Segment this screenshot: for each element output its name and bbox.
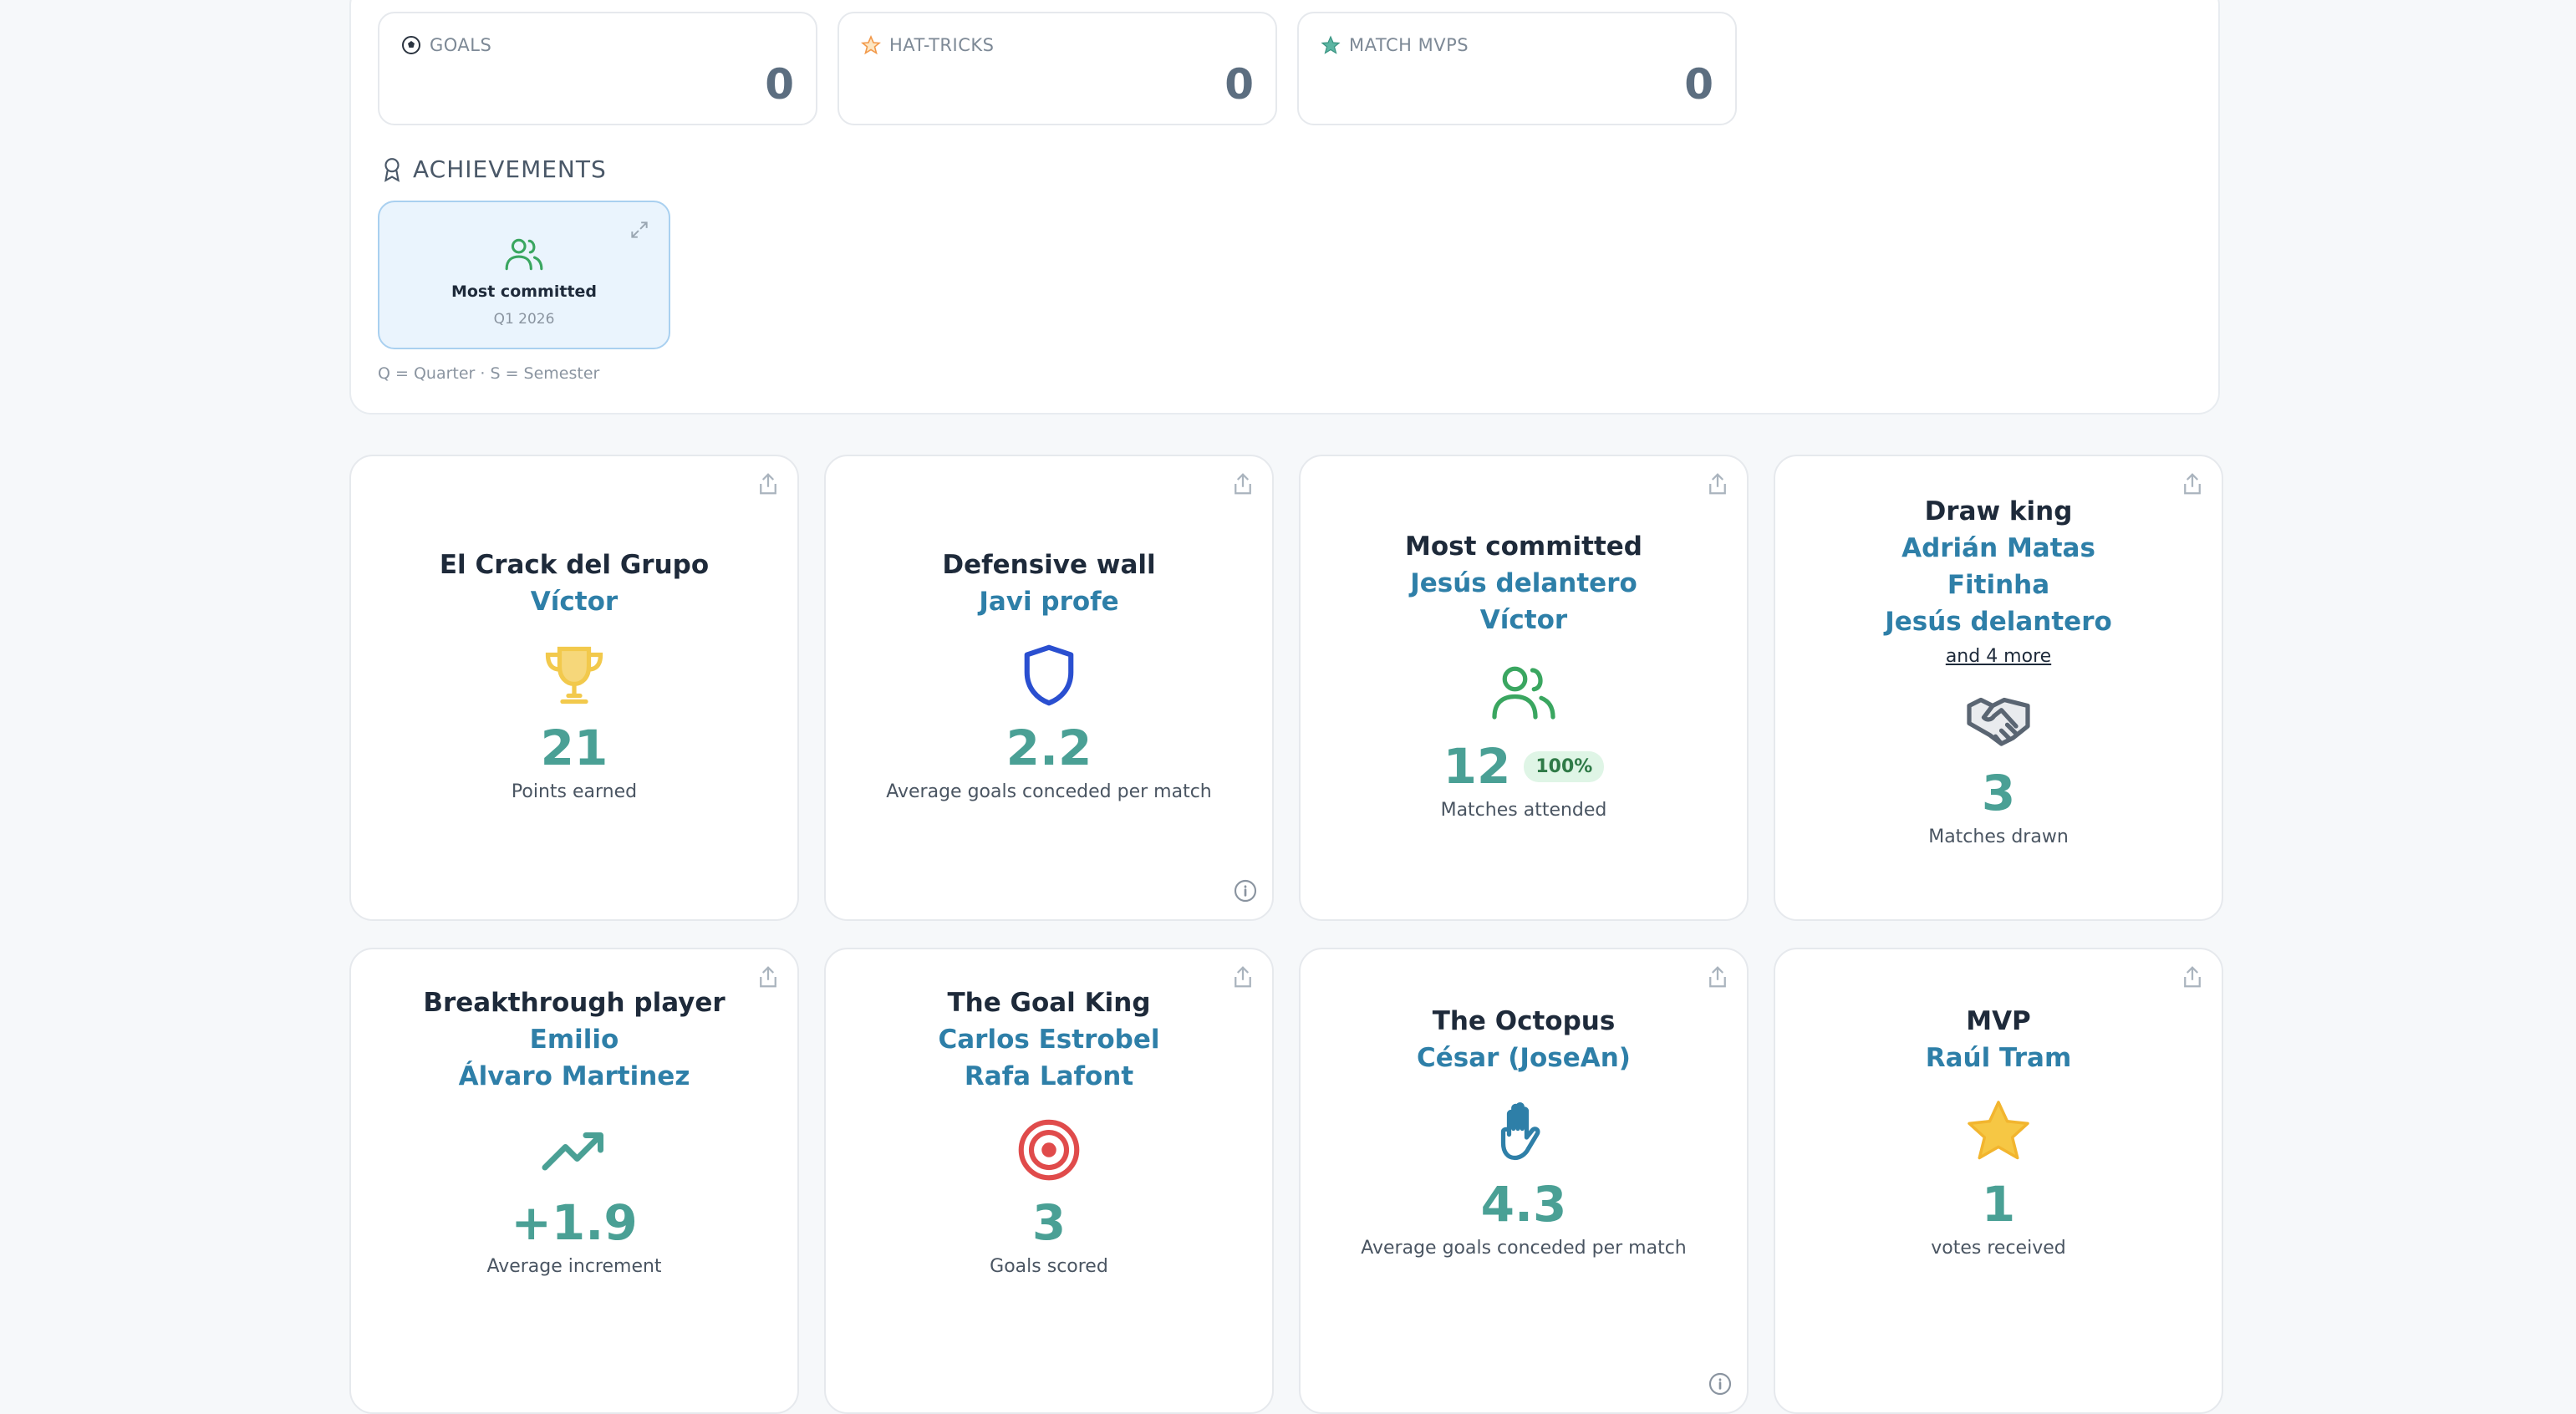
award-title: El Crack del Grupo (439, 550, 710, 580)
achievements-title: ACHIEVEMENTS (413, 155, 607, 183)
stat-card-goals: GOALS 0 (378, 12, 817, 125)
award-winner[interactable]: Jesús delantero (1885, 607, 2112, 637)
share-icon[interactable] (1705, 471, 1730, 496)
award-card-octopus: The Octopus César (JoseAn) 4.3 Average g… (1299, 948, 1749, 1414)
award-value: 1 (1981, 1176, 2016, 1233)
award-card-draw-king: Draw king Adrián Matas Fitinha Jesús del… (1774, 455, 2223, 921)
stat-card-hat-tricks: HAT-TRICKS 0 (837, 12, 1277, 125)
trophy-icon (545, 646, 603, 704)
award-caption: Average goals conceded per match (1361, 1238, 1687, 1259)
handshake-icon (1967, 697, 2030, 746)
award-winner[interactable]: Víctor (1479, 605, 1568, 635)
share-icon[interactable] (756, 964, 781, 989)
award-caption: votes received (1931, 1238, 2066, 1259)
award-value: 3 (1031, 1194, 1067, 1251)
award-card-goal-king: The Goal King Carlos Estrobel Rafa Lafon… (824, 948, 1274, 1414)
achievement-name: Most committed (451, 282, 598, 301)
award-caption: Goals scored (990, 1256, 1108, 1277)
achievements-heading: ACHIEVEMENTS (381, 155, 607, 183)
award-card-breakthrough: Breakthrough player Emilio Álvaro Martin… (349, 948, 799, 1414)
award-title: The Octopus (1432, 1006, 1616, 1036)
hand-icon (1500, 1102, 1540, 1161)
award-card-el-crack: El Crack del Grupo Víctor 21 Points earn… (349, 455, 799, 921)
expand-icon[interactable] (629, 219, 650, 241)
award-caption: Average goals conceded per match (886, 781, 1212, 802)
award-value: 21 (540, 720, 608, 776)
award-caption: Average increment (486, 1256, 662, 1277)
share-icon[interactable] (1230, 471, 1255, 496)
stat-label: GOALS (430, 35, 492, 55)
star-filled-icon (1321, 35, 1341, 54)
share-icon[interactable] (1230, 964, 1255, 989)
stat-label: HAT-TRICKS (889, 35, 995, 55)
people-icon (1492, 666, 1555, 720)
award-winner[interactable]: Jesús delantero (1410, 568, 1637, 598)
award-winner[interactable]: Álvaro Martinez (458, 1061, 690, 1091)
stat-value: 0 (1224, 60, 1254, 109)
award-winner[interactable]: Javi profe (979, 587, 1119, 617)
info-icon[interactable] (1707, 1371, 1733, 1397)
award-winner[interactable]: Raúl Tram (1925, 1043, 2072, 1073)
people-icon (505, 238, 543, 271)
award-card-defensive-wall: Defensive wall Javi profe 2.2 Average go… (824, 455, 1274, 921)
stat-value: 0 (1684, 60, 1713, 109)
award-title: Draw king (1924, 496, 2073, 526)
award-winner[interactable]: Carlos Estrobel (938, 1025, 1160, 1055)
award-value: +1.9 (511, 1194, 638, 1251)
achievement-period: Q1 2026 (493, 311, 555, 328)
stat-value: 0 (765, 60, 794, 109)
share-icon[interactable] (2180, 964, 2205, 989)
award-caption: Matches attended (1440, 800, 1607, 821)
attendance-badge: 100% (1524, 750, 1605, 782)
award-title: MVP (1966, 1006, 2031, 1036)
share-icon[interactable] (756, 471, 781, 496)
share-icon[interactable] (1705, 964, 1730, 989)
award-value: 12 (1443, 738, 1511, 795)
share-icon[interactable] (2180, 471, 2205, 496)
award-winner[interactable]: Adrián Matas (1901, 533, 2095, 563)
award-card-mvp: MVP Raúl Tram 1 votes received (1774, 948, 2223, 1414)
period-legend: Q = Quarter · S = Semester (378, 364, 600, 383)
shield-icon (1024, 644, 1074, 706)
award-winner[interactable]: Víctor (530, 587, 619, 617)
award-title: Breakthrough player (423, 988, 725, 1018)
award-title: The Goal King (947, 988, 1151, 1018)
award-value: 2.2 (1005, 720, 1092, 776)
star-icon (1968, 1101, 2029, 1160)
award-winner[interactable]: Emilio (529, 1025, 619, 1055)
award-title: Most committed (1405, 532, 1642, 562)
award-value: 3 (1981, 765, 2016, 821)
award-caption: Matches drawn (1928, 827, 2069, 847)
star-outline-icon (861, 35, 881, 55)
award-winner[interactable]: César (JoseAn) (1417, 1043, 1631, 1073)
award-card-most-committed: Most committed Jesús delantero Víctor 12… (1299, 455, 1749, 921)
award-value: 4.3 (1480, 1176, 1567, 1233)
stat-label: MATCH MVPS (1349, 35, 1469, 55)
award-winner[interactable]: Fitinha (1947, 570, 2050, 600)
award-caption: Points earned (511, 781, 638, 802)
medal-icon (384, 157, 400, 182)
award-winner[interactable]: Rafa Lafont (964, 1061, 1134, 1091)
achievement-card-most-committed[interactable]: Most committed Q1 2026 (378, 201, 670, 349)
trending-up-icon (542, 1132, 603, 1171)
target-icon (1018, 1119, 1080, 1181)
award-title: Defensive wall (942, 550, 1156, 580)
show-more-link[interactable]: and 4 more (1945, 646, 2052, 667)
stat-card-match-mvps: MATCH MVPS 0 (1297, 12, 1737, 125)
info-icon[interactable] (1232, 877, 1259, 904)
soccer-ball-icon (402, 36, 420, 54)
